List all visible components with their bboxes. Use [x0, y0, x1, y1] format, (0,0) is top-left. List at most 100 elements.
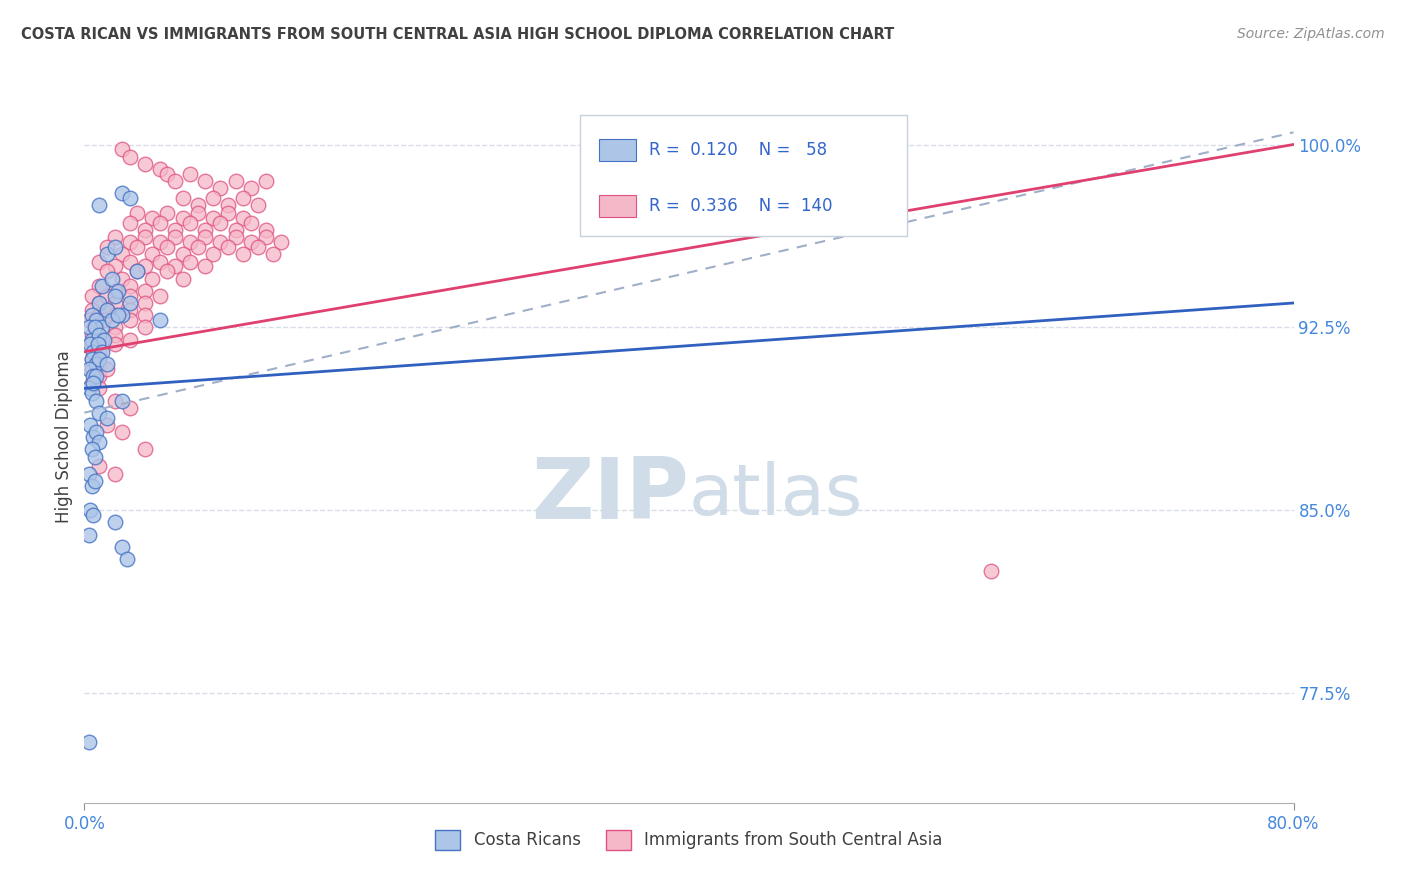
Point — [134, 230, 156, 244]
Point — [239, 181, 262, 195]
Point — [77, 467, 100, 481]
Point — [217, 198, 239, 212]
Point — [89, 198, 111, 212]
Point — [232, 191, 254, 205]
Point — [77, 313, 100, 327]
Point — [89, 459, 111, 474]
Point — [111, 308, 134, 322]
Point — [165, 230, 187, 244]
Point — [247, 198, 270, 212]
Point — [134, 308, 156, 322]
Text: R =  0.120    N =   58: R = 0.120 N = 58 — [650, 141, 827, 159]
Point — [91, 320, 114, 334]
Point — [194, 230, 217, 244]
Text: Source: ZipAtlas.com: Source: ZipAtlas.com — [1237, 27, 1385, 41]
Point — [172, 247, 194, 261]
Point — [980, 564, 1002, 578]
Point — [80, 352, 103, 367]
Point — [96, 288, 118, 302]
Point — [87, 337, 110, 351]
Point — [89, 296, 111, 310]
Point — [77, 320, 100, 334]
Point — [172, 191, 194, 205]
Point — [127, 264, 149, 278]
Point — [80, 386, 103, 401]
Point — [156, 240, 179, 254]
Point — [89, 381, 111, 395]
Point — [80, 303, 103, 318]
Point — [134, 320, 156, 334]
Point — [89, 406, 111, 420]
Point — [79, 337, 101, 351]
Point — [254, 174, 277, 188]
Point — [111, 540, 134, 554]
Point — [77, 735, 100, 749]
Point — [96, 303, 118, 318]
Point — [89, 352, 111, 367]
Point — [262, 247, 284, 261]
Point — [86, 320, 108, 334]
Point — [96, 357, 118, 371]
Point — [104, 240, 127, 254]
Point — [149, 288, 172, 302]
Point — [118, 191, 141, 205]
Point — [179, 235, 201, 249]
Point — [96, 410, 118, 425]
Point — [254, 223, 277, 237]
Point — [80, 333, 103, 347]
Point — [156, 206, 179, 220]
Point — [156, 264, 179, 278]
Text: R =  0.336    N =  140: R = 0.336 N = 140 — [650, 197, 832, 215]
Point — [96, 361, 118, 376]
Point — [239, 215, 262, 229]
Point — [80, 479, 103, 493]
Point — [111, 425, 134, 440]
Point — [86, 425, 108, 440]
Point — [77, 381, 100, 395]
Point — [270, 235, 292, 249]
Point — [104, 337, 127, 351]
Point — [118, 150, 141, 164]
Point — [201, 211, 224, 225]
Point — [104, 260, 127, 274]
Point — [80, 361, 103, 376]
Y-axis label: High School Diploma: High School Diploma — [55, 351, 73, 524]
Point — [80, 376, 103, 391]
Point — [91, 344, 114, 359]
Point — [82, 430, 104, 444]
Point — [89, 344, 111, 359]
Point — [134, 442, 156, 457]
Point — [82, 376, 104, 391]
Point — [89, 333, 111, 347]
FancyBboxPatch shape — [599, 195, 636, 218]
Point — [104, 284, 127, 298]
Point — [141, 211, 163, 225]
Text: ZIP: ZIP — [531, 454, 689, 537]
Point — [165, 223, 187, 237]
Point — [86, 369, 108, 384]
Point — [217, 206, 239, 220]
Point — [118, 235, 141, 249]
Point — [80, 352, 103, 367]
Point — [96, 240, 118, 254]
Point — [86, 313, 108, 327]
Point — [84, 320, 107, 334]
Point — [201, 191, 224, 205]
Point — [80, 308, 103, 322]
Point — [93, 333, 115, 347]
Point — [118, 303, 141, 318]
Point — [93, 313, 115, 327]
Point — [80, 288, 103, 302]
Point — [100, 313, 122, 327]
Point — [118, 296, 141, 310]
Point — [84, 450, 107, 464]
Text: atlas: atlas — [689, 461, 863, 530]
Point — [134, 296, 156, 310]
Point — [89, 357, 111, 371]
Point — [149, 313, 172, 327]
Point — [96, 264, 118, 278]
Point — [111, 393, 134, 408]
Point — [89, 434, 111, 449]
Point — [89, 296, 111, 310]
FancyBboxPatch shape — [599, 139, 636, 161]
